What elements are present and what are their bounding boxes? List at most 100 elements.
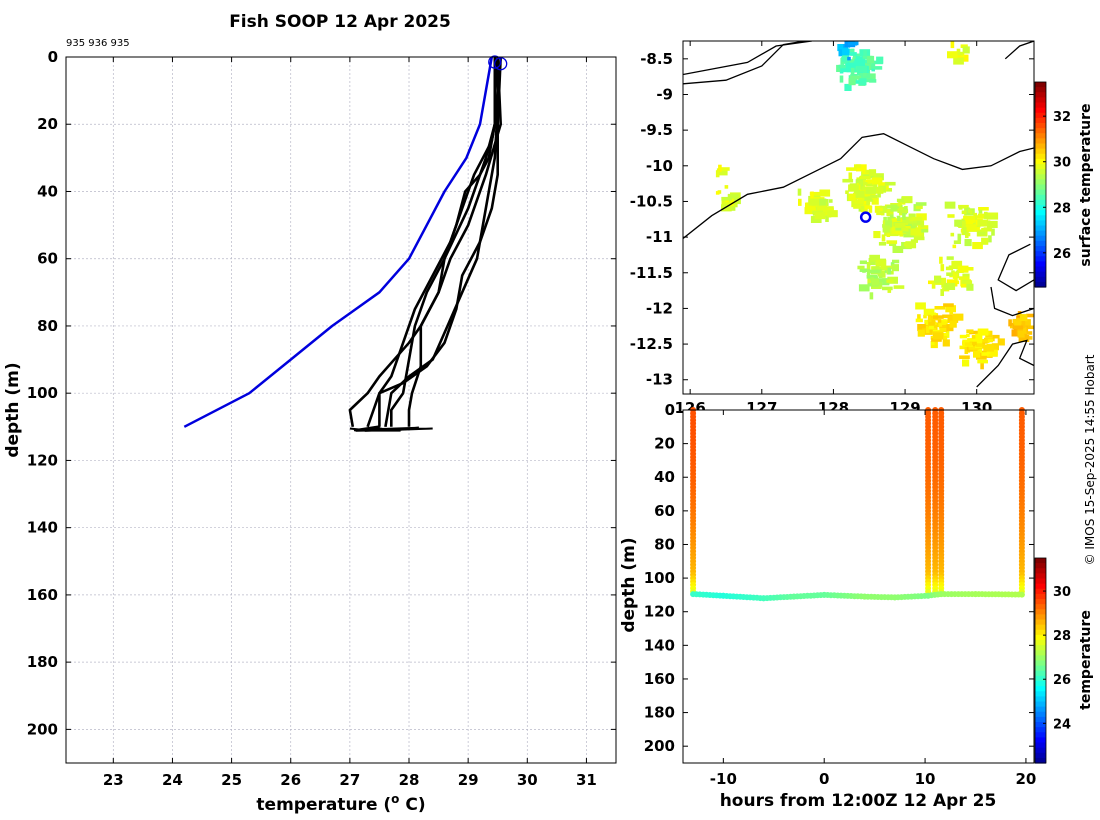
map-sst-cell [938,323,943,327]
map-sst-cell [1016,315,1020,320]
profile-start-marker [488,55,502,69]
map-colorbar-tick-label: 26 [1053,247,1071,262]
map-sst-cell [915,205,923,209]
map-sst-cell [838,64,846,69]
map-sst-cell [849,59,854,63]
map-sst-cell [863,50,867,58]
timeseries-colorbar-band [1035,573,1046,580]
timeseries-points [690,407,1025,602]
map-sst-cell [883,216,887,221]
timeseries-xlabel: hours from 12:00Z 12 Apr 25 [720,791,997,811]
map-sst-cell [997,338,1005,346]
map-colorbar-band [1035,256,1046,262]
map-plot-frame [682,40,1035,395]
map-sst-cell [955,51,963,56]
map-sst-cell [853,205,864,209]
map-sst-cell [727,194,739,202]
map-sst-cell [950,41,955,49]
map-sst-cell [976,352,987,360]
map-sst-cell [882,278,890,286]
map-sst-cell [980,362,984,370]
map-sst-cell [978,207,989,211]
timeseries-colorbar-band [1035,665,1046,672]
map-sst-cell [1016,317,1020,322]
map-sst-cell [884,265,895,270]
map-sst-cell [853,200,864,204]
map-sst-cell [1011,329,1019,337]
map-sst-cell [891,264,899,272]
map-sst-cell [940,288,944,296]
map-colorbar-band [1035,215,1046,221]
map-sst-cell [962,359,970,367]
map-sst-cell [797,188,802,196]
timeseries-colorbar-band [1035,593,1046,600]
map-sst-cell [860,206,865,210]
map-sst-cell [911,216,923,221]
map-sst-cell [872,186,884,194]
map-sst-cell [917,225,929,233]
map-colorbar-band [1035,92,1046,98]
timeseries-colorbar-band [1035,650,1046,656]
map-sst-cell [804,207,816,215]
map-sst-cell [984,211,988,219]
map-sst-cell [912,225,916,230]
map-sst-cell [871,177,883,185]
map-sst-cell [1016,314,1028,322]
timeseries-colorbar-band [1035,619,1046,626]
map-sst-cell [933,315,944,319]
map-sst-cell [866,269,871,277]
timeseries-colorbar-band [1035,757,1046,764]
map-sst-cell [952,313,964,321]
timeseries-plot-bg [683,410,1034,763]
map-sst-cell [1008,319,1012,327]
map-sst-cell [889,242,897,246]
map-sst-cell [905,228,914,236]
map-sst-cell [844,83,852,91]
map-sst-cell [917,228,928,233]
map-sst-cell [718,164,722,172]
map-sst-cell [819,198,827,206]
map-sst-cell [881,261,885,269]
map-sst-cell [816,205,828,213]
map-chart: -8.5-9-9.5-10-10.5-11-11.5-12-12.5-13126… [630,40,1094,417]
map-sst-cell [715,191,720,195]
map-sst-cell [838,48,850,56]
timeseries-colorbar-band [1035,634,1046,641]
timeseries-colorbar-band [1035,716,1046,723]
map-ytick-label: -11 [646,228,673,246]
profile-line-profile-4 [390,57,497,427]
map-sst-cell [978,209,983,214]
map-sst-cell [953,240,961,244]
map-sst-cell [838,49,843,57]
map-sst-cell [829,199,833,203]
timeseries-colorbar-band [1035,691,1046,697]
map-sst-cell [961,280,973,284]
profile-ytick-label: 200 [27,720,58,738]
map-sst-cell [965,220,973,225]
timeseries-colorbar-band [1035,604,1046,610]
map-sst-cell [876,56,884,64]
map-colorbar-band [1035,220,1046,227]
map-sst-cell [959,334,967,339]
map-sst-cell [881,234,886,242]
map-sst-cell [885,220,893,228]
map-sst-cell [951,260,963,268]
map-sst-cell [934,275,942,283]
map-sst-cell [933,324,938,329]
map-sst-cell [944,282,956,290]
map-sst-cell [846,167,857,171]
map-coastlines [683,41,1034,388]
map-sst-cell [956,48,961,53]
map-sst-cell [845,190,849,194]
map-sst-cell [863,72,867,77]
map-sst-cell [975,343,983,347]
map-sst-cell [959,345,967,350]
map-sst-cell [981,227,992,232]
map-sst-cell [872,266,880,270]
map-sst-cell [901,196,913,204]
map-sst-cell [876,208,884,216]
map-sst-cell [848,184,859,192]
profile-xtick-label: 31 [576,771,597,789]
map-sst-cell [842,178,854,183]
map-colorbar-band [1035,158,1046,165]
